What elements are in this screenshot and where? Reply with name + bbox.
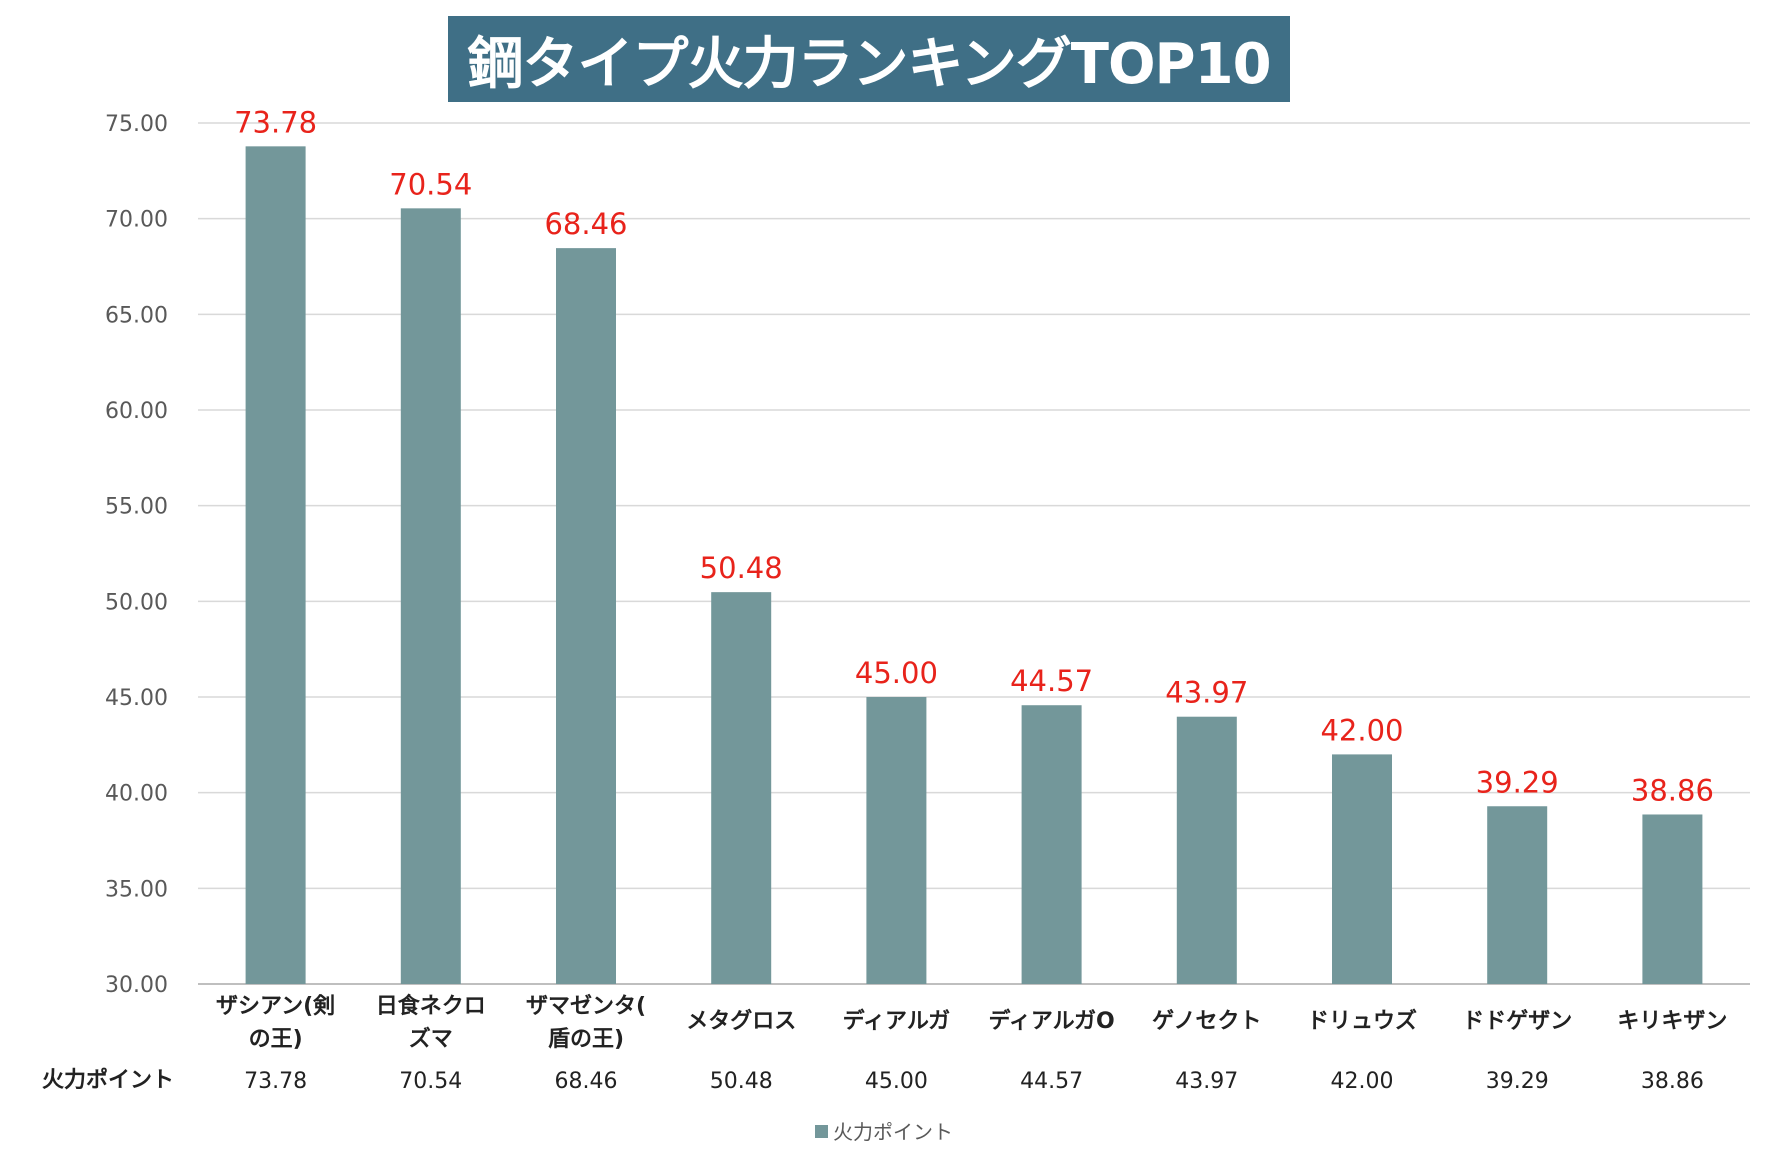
y-tick-label: 75.00 xyxy=(105,112,168,137)
chart-title-banner: 鋼タイプ火力ランキングTOP10 xyxy=(448,16,1290,102)
bar xyxy=(245,146,306,985)
data-table-value: 50.48 xyxy=(710,1069,773,1094)
x-tick-label: 日食ネクロ xyxy=(376,993,486,1019)
x-tick-label: ディアルガ xyxy=(843,1008,951,1034)
bar xyxy=(711,592,772,984)
bar xyxy=(1332,754,1392,984)
x-tick-label: ズマ xyxy=(409,1026,453,1052)
y-tick-label: 50.00 xyxy=(105,590,168,615)
data-label: 42.00 xyxy=(1320,713,1403,747)
data-label: 38.86 xyxy=(1631,773,1714,807)
data-table-value: 73.78 xyxy=(244,1069,307,1094)
bar xyxy=(1642,814,1703,984)
bar xyxy=(1176,716,1237,984)
y-tick-label: 70.00 xyxy=(105,208,168,233)
x-tick-label: ザマゼンタ( xyxy=(526,994,646,1019)
y-tick-label: 65.00 xyxy=(105,303,168,328)
x-tick-label: ドリュウズ xyxy=(1307,1008,1417,1034)
x-tick-label: の王) xyxy=(249,1027,303,1052)
data-table-value: 45.00 xyxy=(865,1069,928,1094)
x-tick-label: 盾の王) xyxy=(548,1027,624,1052)
data-label: 44.57 xyxy=(1010,664,1093,698)
data-label: 39.29 xyxy=(1476,765,1559,799)
data-label: 70.54 xyxy=(389,167,472,201)
data-label: 73.78 xyxy=(234,105,317,139)
y-tick-label: 30.00 xyxy=(105,973,168,998)
x-tick-label: ドドゲザン xyxy=(1462,1009,1572,1034)
data-table-series-name: 火力ポイント xyxy=(42,1067,174,1093)
x-tick-label: ザシアン(剣 xyxy=(216,994,335,1019)
y-tick-label: 35.00 xyxy=(105,877,168,902)
data-table-value: 43.97 xyxy=(1175,1069,1238,1094)
y-tick-label: 45.00 xyxy=(105,686,168,711)
data-label: 45.00 xyxy=(855,656,938,690)
data-label: 43.97 xyxy=(1165,676,1248,710)
data-label: 50.48 xyxy=(700,551,783,585)
y-tick-label: 40.00 xyxy=(105,782,168,807)
data-table-value: 44.57 xyxy=(1020,1069,1083,1094)
legend-label: 火力ポイント xyxy=(833,1120,953,1144)
bar xyxy=(866,697,927,984)
data-label: 68.46 xyxy=(544,207,627,241)
y-tick-label: 60.00 xyxy=(105,399,168,424)
x-tick-label: ゲノセクト xyxy=(1152,1009,1261,1034)
bar xyxy=(1021,705,1082,984)
data-table-value: 38.86 xyxy=(1641,1069,1704,1094)
data-table-value: 70.54 xyxy=(399,1069,462,1094)
y-tick-label: 55.00 xyxy=(105,495,168,520)
legend-swatch xyxy=(815,1125,828,1138)
chart-title: 鋼タイプ火力ランキングTOP10 xyxy=(467,31,1271,97)
x-tick-label: キリキザン xyxy=(1617,1009,1727,1034)
data-table-value: 39.29 xyxy=(1486,1069,1549,1094)
bar xyxy=(1487,806,1548,984)
data-table-value: 68.46 xyxy=(555,1069,618,1094)
data-table-value: 42.00 xyxy=(1331,1069,1394,1094)
x-tick-label: ディアルガO xyxy=(988,1008,1114,1034)
bar xyxy=(556,248,616,984)
bar xyxy=(400,208,461,985)
x-tick-label: メタグロス xyxy=(686,1008,796,1034)
